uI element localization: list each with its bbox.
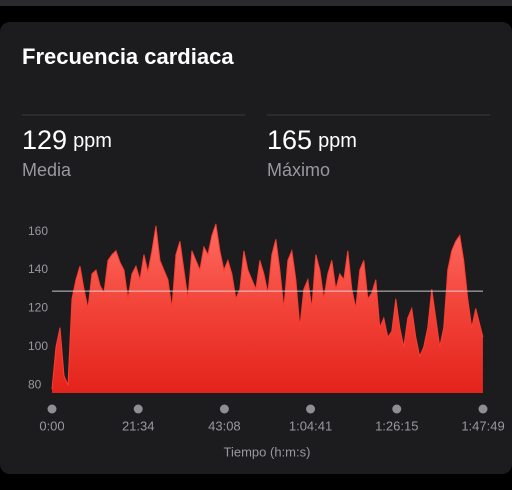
y-tick-label: 160 <box>28 224 48 238</box>
stat-label: Media <box>22 160 72 180</box>
y-tick-label: 140 <box>28 262 48 276</box>
x-tick-dot <box>47 404 57 414</box>
x-tick-dot <box>133 404 143 414</box>
x-tick-label: 21:34 <box>122 418 155 433</box>
x-tick-label: 0:00 <box>39 418 64 433</box>
stat-value: 165 ppm <box>267 125 357 155</box>
y-tick-label: 100 <box>28 339 48 353</box>
area <box>52 223 483 393</box>
x-tick-label: 43:08 <box>208 418 241 433</box>
y-tick-label: 120 <box>28 301 48 315</box>
x-tick-dot <box>478 404 488 414</box>
stat-label: Máximo <box>267 160 330 180</box>
x-tick-dot <box>306 404 316 414</box>
x-tick-label: 1:26:15 <box>375 418 418 433</box>
stat-value: 129 ppm <box>22 125 112 155</box>
title: Frecuencia cardiaca <box>22 44 234 69</box>
area-edge <box>51 223 484 390</box>
x-axis-label: Tiempo (h:m:s) <box>224 444 311 459</box>
y-tick-label: 80 <box>28 377 42 391</box>
x-tick-label: 1:47:49 <box>461 418 504 433</box>
card <box>0 22 512 474</box>
x-tick-dot <box>392 404 402 414</box>
x-tick-label: 1:04:41 <box>289 418 332 433</box>
top-strip <box>0 0 512 6</box>
x-tick-dot <box>219 404 229 414</box>
